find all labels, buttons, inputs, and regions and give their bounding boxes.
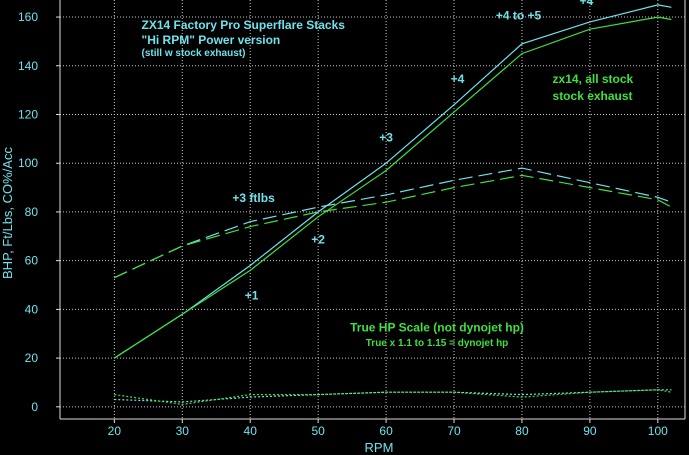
x-tick-label: 20 [108, 424, 122, 438]
y-tick-label: 100 [18, 156, 38, 170]
x-tick-label: 70 [447, 424, 461, 438]
x-tick-label: 100 [648, 424, 668, 438]
annotation-label: +4 to +5 [496, 8, 542, 22]
y-tick-label: 160 [18, 10, 38, 24]
axes: 20 30 40 50 60 70 80 90 100 0 20 40 60 80 100 120 140 160 [18, 0, 686, 438]
annotation-label: +1 [245, 289, 259, 303]
y-tick-label: 120 [18, 107, 38, 121]
y-tick-label: 60 [25, 254, 39, 268]
x-tick-label: 50 [311, 424, 325, 438]
x-tick-label: 30 [176, 424, 190, 438]
y-tick-label: 40 [25, 302, 39, 316]
series-line-stacks-dashed [114, 167, 672, 279]
y-axis-label: BHP, Ft/Lbs, CO%/Acc [0, 147, 15, 279]
x-tick-label: 60 [379, 424, 393, 438]
y-tick-label: 0 [31, 400, 38, 414]
annotations: ZX14 Factory Pro Superflare Stacks"Hi RP… [142, 0, 634, 349]
y-tick-label: 140 [18, 59, 38, 73]
annotation-label: +2 [311, 233, 325, 247]
series-lines [113, 4, 672, 406]
annotation-label: (still w stock exhaust) [142, 48, 246, 59]
grid-lines [60, 0, 685, 419]
annotation-label: +4 [580, 0, 594, 8]
series-line-stacks-dotted [114, 389, 672, 403]
annotation-label: +4 [451, 72, 465, 86]
series-line-stock-solid [113, 16, 672, 359]
y-tick-label: 20 [25, 351, 39, 365]
series-line-stock-dashed [114, 174, 672, 279]
x-tick-label: 40 [244, 424, 258, 438]
y-tick-label: 80 [25, 205, 39, 219]
annotation-label: stock exhaust [553, 89, 633, 103]
annotation-label: ZX14 Factory Pro Superflare Stacks [142, 18, 346, 32]
annotation-label: zx14, all stock [553, 72, 634, 86]
x-tick-label: 80 [515, 424, 529, 438]
annotation-label: +3 [379, 130, 393, 144]
x-axis-label: RPM [365, 440, 394, 455]
series-line-stacks-solid [113, 4, 672, 359]
annotation-label: "Hi RPM" Power version [142, 33, 281, 47]
annotation-label: True HP Scale (not dynojet hp) [350, 320, 524, 334]
x-tick-label: 90 [583, 424, 597, 438]
annotation-label: True x 1.1 to 1.15 = dynojet hp [366, 338, 509, 349]
annotation-label: +3 ftlbs [232, 191, 275, 205]
